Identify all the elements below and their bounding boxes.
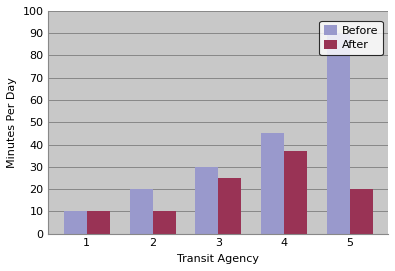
Bar: [284, 151, 307, 234]
Bar: [350, 189, 372, 234]
Bar: [261, 133, 284, 234]
Y-axis label: Minutes Per Day: Minutes Per Day: [7, 77, 17, 168]
Bar: [327, 33, 350, 234]
Bar: [130, 189, 152, 234]
Bar: [64, 211, 87, 234]
Legend: Before, After: Before, After: [319, 21, 382, 55]
Bar: [195, 167, 218, 234]
Bar: [218, 178, 241, 234]
Bar: [87, 211, 110, 234]
X-axis label: Transit Agency: Transit Agency: [177, 254, 259, 264]
Bar: [152, 211, 175, 234]
